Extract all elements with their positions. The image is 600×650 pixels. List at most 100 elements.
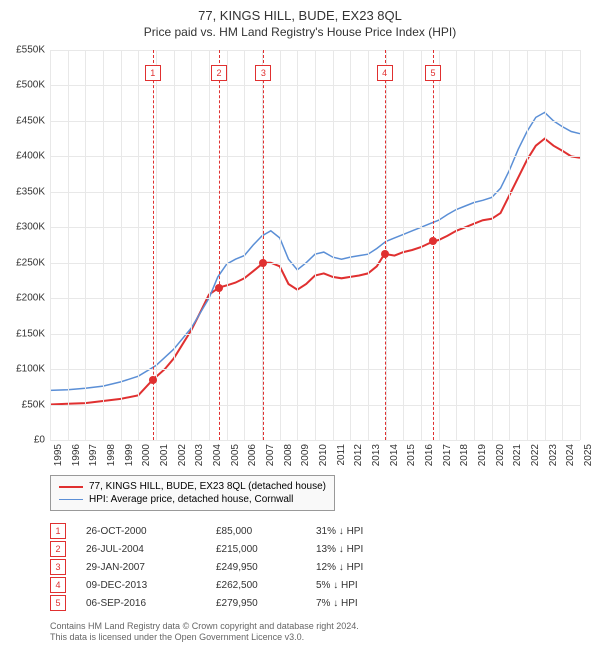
- gridline-vertical: [103, 50, 104, 440]
- sales-table: 126-OCT-2000£85,00031% ↓ HPI226-JUL-2004…: [50, 522, 406, 612]
- gridline-vertical: [85, 50, 86, 440]
- x-axis-tick-label: 2025: [583, 444, 594, 466]
- gridline-horizontal: [50, 440, 580, 441]
- chart-container: 77, KINGS HILL, BUDE, EX23 8QL Price pai…: [0, 0, 600, 650]
- x-axis-tick-label: 2023: [548, 444, 559, 466]
- sale-price: £249,950: [216, 562, 316, 573]
- x-axis-tick-label: 2011: [336, 444, 347, 466]
- gridline-vertical: [474, 50, 475, 440]
- sale-marker-box: 1: [145, 65, 161, 81]
- sale-number-box: 5: [50, 595, 66, 611]
- x-axis-tick-label: 1998: [106, 444, 117, 466]
- gridline-vertical: [191, 50, 192, 440]
- gridline-vertical: [50, 50, 51, 440]
- chart-subtitle: Price paid vs. HM Land Registry's House …: [0, 23, 600, 39]
- footer-line-1: Contains HM Land Registry data © Crown c…: [50, 621, 359, 633]
- x-axis-tick-label: 1997: [88, 444, 99, 466]
- sale-date: 06-SEP-2016: [86, 598, 216, 609]
- gridline-vertical: [333, 50, 334, 440]
- gridline-vertical: [527, 50, 528, 440]
- y-axis-tick-label: £100K: [16, 364, 45, 375]
- sale-hpi-diff: 5% ↓ HPI: [316, 580, 406, 591]
- footer-line-2: This data is licensed under the Open Gov…: [50, 632, 359, 644]
- sale-marker-box: 5: [425, 65, 441, 81]
- y-axis-tick-label: £50K: [22, 399, 45, 410]
- x-axis-tick-label: 2001: [159, 444, 170, 466]
- gridline-vertical: [174, 50, 175, 440]
- chart-title: 77, KINGS HILL, BUDE, EX23 8QL: [0, 0, 600, 23]
- sale-point-dot: [215, 284, 223, 292]
- sale-marker-line: [263, 50, 264, 440]
- x-axis-tick-label: 2019: [477, 444, 488, 466]
- sale-point-dot: [149, 376, 157, 384]
- sale-price: £262,500: [216, 580, 316, 591]
- x-axis-tick-label: 2021: [512, 444, 523, 466]
- y-axis-tick-label: £0: [34, 435, 45, 446]
- gridline-vertical: [562, 50, 563, 440]
- sale-price: £215,000: [216, 544, 316, 555]
- x-axis-tick-label: 1995: [53, 444, 64, 466]
- x-axis-tick-label: 2004: [212, 444, 223, 466]
- y-axis-tick-label: £300K: [16, 222, 45, 233]
- gridline-vertical: [138, 50, 139, 440]
- x-axis-tick-label: 2005: [230, 444, 241, 466]
- gridline-vertical: [509, 50, 510, 440]
- gridline-vertical: [227, 50, 228, 440]
- gridline-vertical: [280, 50, 281, 440]
- legend-item: 77, KINGS HILL, BUDE, EX23 8QL (detached…: [59, 480, 326, 493]
- sale-point-dot: [381, 250, 389, 258]
- sales-table-row: 1 26-OCT-2000£85,00031% ↓ HPI: [50, 522, 406, 540]
- x-axis-tick-label: 2022: [530, 444, 541, 466]
- gridline-vertical: [368, 50, 369, 440]
- sale-marker-box: 3: [255, 65, 271, 81]
- sale-hpi-diff: 13% ↓ HPI: [316, 544, 406, 555]
- x-axis-tick-label: 2007: [265, 444, 276, 466]
- x-axis-tick-label: 2020: [495, 444, 506, 466]
- chart-legend: 77, KINGS HILL, BUDE, EX23 8QL (detached…: [50, 475, 335, 511]
- x-axis-tick-label: 2002: [177, 444, 188, 466]
- legend-label: 77, KINGS HILL, BUDE, EX23 8QL (detached…: [89, 481, 326, 492]
- sale-number-box: 3: [50, 559, 66, 575]
- gridline-vertical: [492, 50, 493, 440]
- gridline-vertical: [421, 50, 422, 440]
- sale-marker-box: 4: [377, 65, 393, 81]
- sale-date: 09-DEC-2013: [86, 580, 216, 591]
- sale-point-dot: [259, 259, 267, 267]
- x-axis-tick-label: 2012: [353, 444, 364, 466]
- gridline-vertical: [244, 50, 245, 440]
- x-axis-tick-label: 2003: [194, 444, 205, 466]
- sales-table-row: 329-JAN-2007£249,95012% ↓ HPI: [50, 558, 406, 576]
- sales-table-row: 506-SEP-2016£279,9507% ↓ HPI: [50, 594, 406, 612]
- gridline-vertical: [386, 50, 387, 440]
- x-axis-tick-label: 2017: [442, 444, 453, 466]
- gridline-vertical: [297, 50, 298, 440]
- sale-date: 26-JUL-2004: [86, 544, 216, 555]
- sale-date: 29-JAN-2007: [86, 562, 216, 573]
- x-axis-tick-label: 2024: [565, 444, 576, 466]
- x-axis-tick-label: 2010: [318, 444, 329, 466]
- x-axis-tick-label: 2013: [371, 444, 382, 466]
- sale-date: 26-OCT-2000: [86, 526, 216, 537]
- legend-swatch: [59, 499, 83, 501]
- x-axis-tick-label: 2014: [389, 444, 400, 466]
- sale-number-box: 1: [50, 523, 66, 539]
- gridline-vertical: [580, 50, 581, 440]
- gridline-vertical: [209, 50, 210, 440]
- sale-price: £279,950: [216, 598, 316, 609]
- legend-swatch: [59, 486, 83, 488]
- y-axis-tick-label: £400K: [16, 151, 45, 162]
- sale-price: £85,000: [216, 526, 316, 537]
- x-axis-tick-label: 2008: [283, 444, 294, 466]
- x-axis-tick-label: 1999: [124, 444, 135, 466]
- gridline-vertical: [439, 50, 440, 440]
- y-axis-tick-label: £450K: [16, 115, 45, 126]
- sale-hpi-diff: 31% ↓ HPI: [316, 526, 406, 537]
- x-axis-tick-label: 2000: [141, 444, 152, 466]
- footer-attribution: Contains HM Land Registry data © Crown c…: [50, 621, 359, 644]
- chart-plot-area: £0£50K£100K£150K£200K£250K£300K£350K£400…: [50, 50, 580, 440]
- sale-marker-line: [385, 50, 386, 440]
- x-axis-tick-label: 2009: [300, 444, 311, 466]
- sale-number-box: 4: [50, 577, 66, 593]
- y-axis-tick-label: £150K: [16, 328, 45, 339]
- y-axis-tick-label: £350K: [16, 186, 45, 197]
